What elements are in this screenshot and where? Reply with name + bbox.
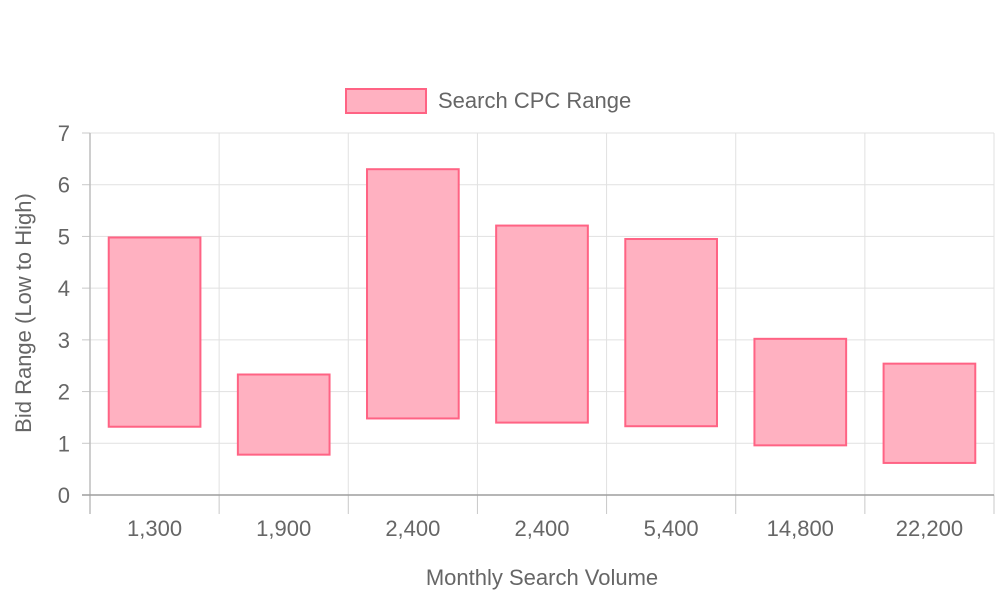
y-tick-label: 1: [58, 431, 70, 456]
bar-range[interactable]: [107, 236, 202, 428]
legend-swatch: [345, 88, 427, 114]
bar-range[interactable]: [495, 224, 589, 424]
y-tick-labels: 0 1 2 3 4 5 6 7: [58, 121, 70, 508]
y-tick-label: 0: [58, 483, 70, 508]
bar-range[interactable]: [624, 238, 718, 428]
x-tick-label: 1,300: [127, 516, 182, 541]
x-tick-labels: 1,300 1,900 2,400 2,400 5,400 14,800 22,200: [127, 516, 963, 541]
y-tick-label: 3: [58, 328, 70, 353]
x-tick-label: 2,400: [514, 516, 569, 541]
y-tick-label: 5: [58, 224, 70, 249]
bar-range[interactable]: [366, 168, 460, 420]
x-tick-label: 22,200: [896, 516, 963, 541]
legend-label: Search CPC Range: [438, 88, 631, 113]
bar-range[interactable]: [753, 337, 848, 447]
bars: [107, 168, 977, 464]
bar-range[interactable]: [236, 373, 331, 456]
x-tick-label: 5,400: [644, 516, 699, 541]
x-tick-label: 2,400: [385, 516, 440, 541]
legend[interactable]: Search CPC Range: [345, 88, 631, 114]
y-tick-label: 2: [58, 380, 70, 405]
x-axis-title: Monthly Search Volume: [426, 565, 658, 590]
y-tick-label: 4: [58, 276, 70, 301]
y-tick-label: 6: [58, 173, 70, 198]
x-tick-label: 1,900: [256, 516, 311, 541]
bar-range[interactable]: [882, 362, 977, 464]
axes: [82, 132, 995, 514]
x-tick-label: 14,800: [767, 516, 834, 541]
y-axis-title: Bid Range (Low to High): [11, 193, 36, 433]
y-tick-label: 7: [58, 121, 70, 146]
